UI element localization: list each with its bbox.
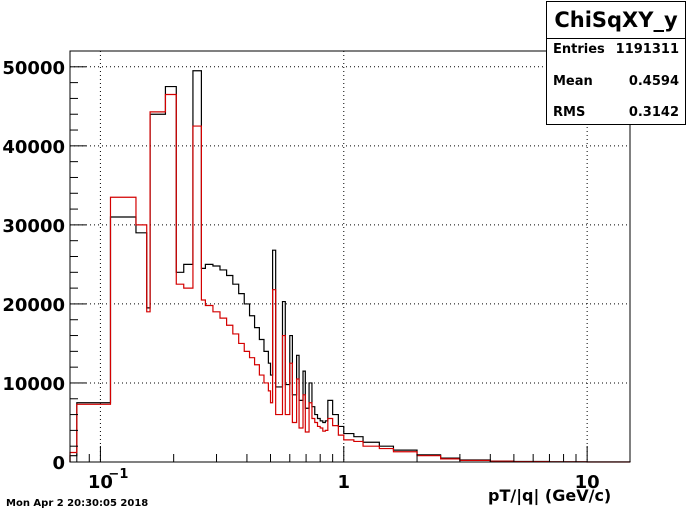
x-tick-exponent: −1 <box>108 467 128 482</box>
x-tick-label: 10 <box>88 472 113 493</box>
series-black-histogram <box>69 70 631 463</box>
entries-label: Entries <box>553 42 605 57</box>
x-axis-label: pT/|q| (GeV/c) <box>488 486 612 505</box>
axis-ticks <box>70 50 588 463</box>
entries-value: 1191311 <box>615 42 679 57</box>
y-tick-label: 20000 <box>2 295 65 316</box>
series-red-histogram <box>69 93 631 463</box>
y-tick-label: 50000 <box>2 58 65 79</box>
histogram-title: ChiSqXY_y <box>547 2 685 39</box>
y-tick-label: 30000 <box>2 216 65 237</box>
rms-value: 0.3142 <box>628 105 679 120</box>
rms-label: RMS <box>553 105 586 120</box>
stats-row-entries: Entries 1191311 <box>553 42 679 57</box>
datestamp: Mon Apr 2 20:30:05 2018 <box>6 498 149 509</box>
x-tick-label: 1 <box>338 472 351 493</box>
mean-value: 0.4594 <box>628 74 679 89</box>
mean-label: Mean <box>553 74 593 89</box>
stats-box: ChiSqXY_y Entries 1191311 Mean 0.4594 RM… <box>546 1 686 125</box>
y-tick-label: 40000 <box>2 137 65 158</box>
y-tick-label: 10000 <box>2 374 65 395</box>
stats-row-mean: Mean 0.4594 <box>553 74 679 89</box>
x-tick-label: 10 <box>575 472 600 493</box>
histogram-series <box>69 70 631 463</box>
y-tick-label: 0 <box>52 453 65 474</box>
stats-row-rms: RMS 0.3142 <box>553 105 679 120</box>
